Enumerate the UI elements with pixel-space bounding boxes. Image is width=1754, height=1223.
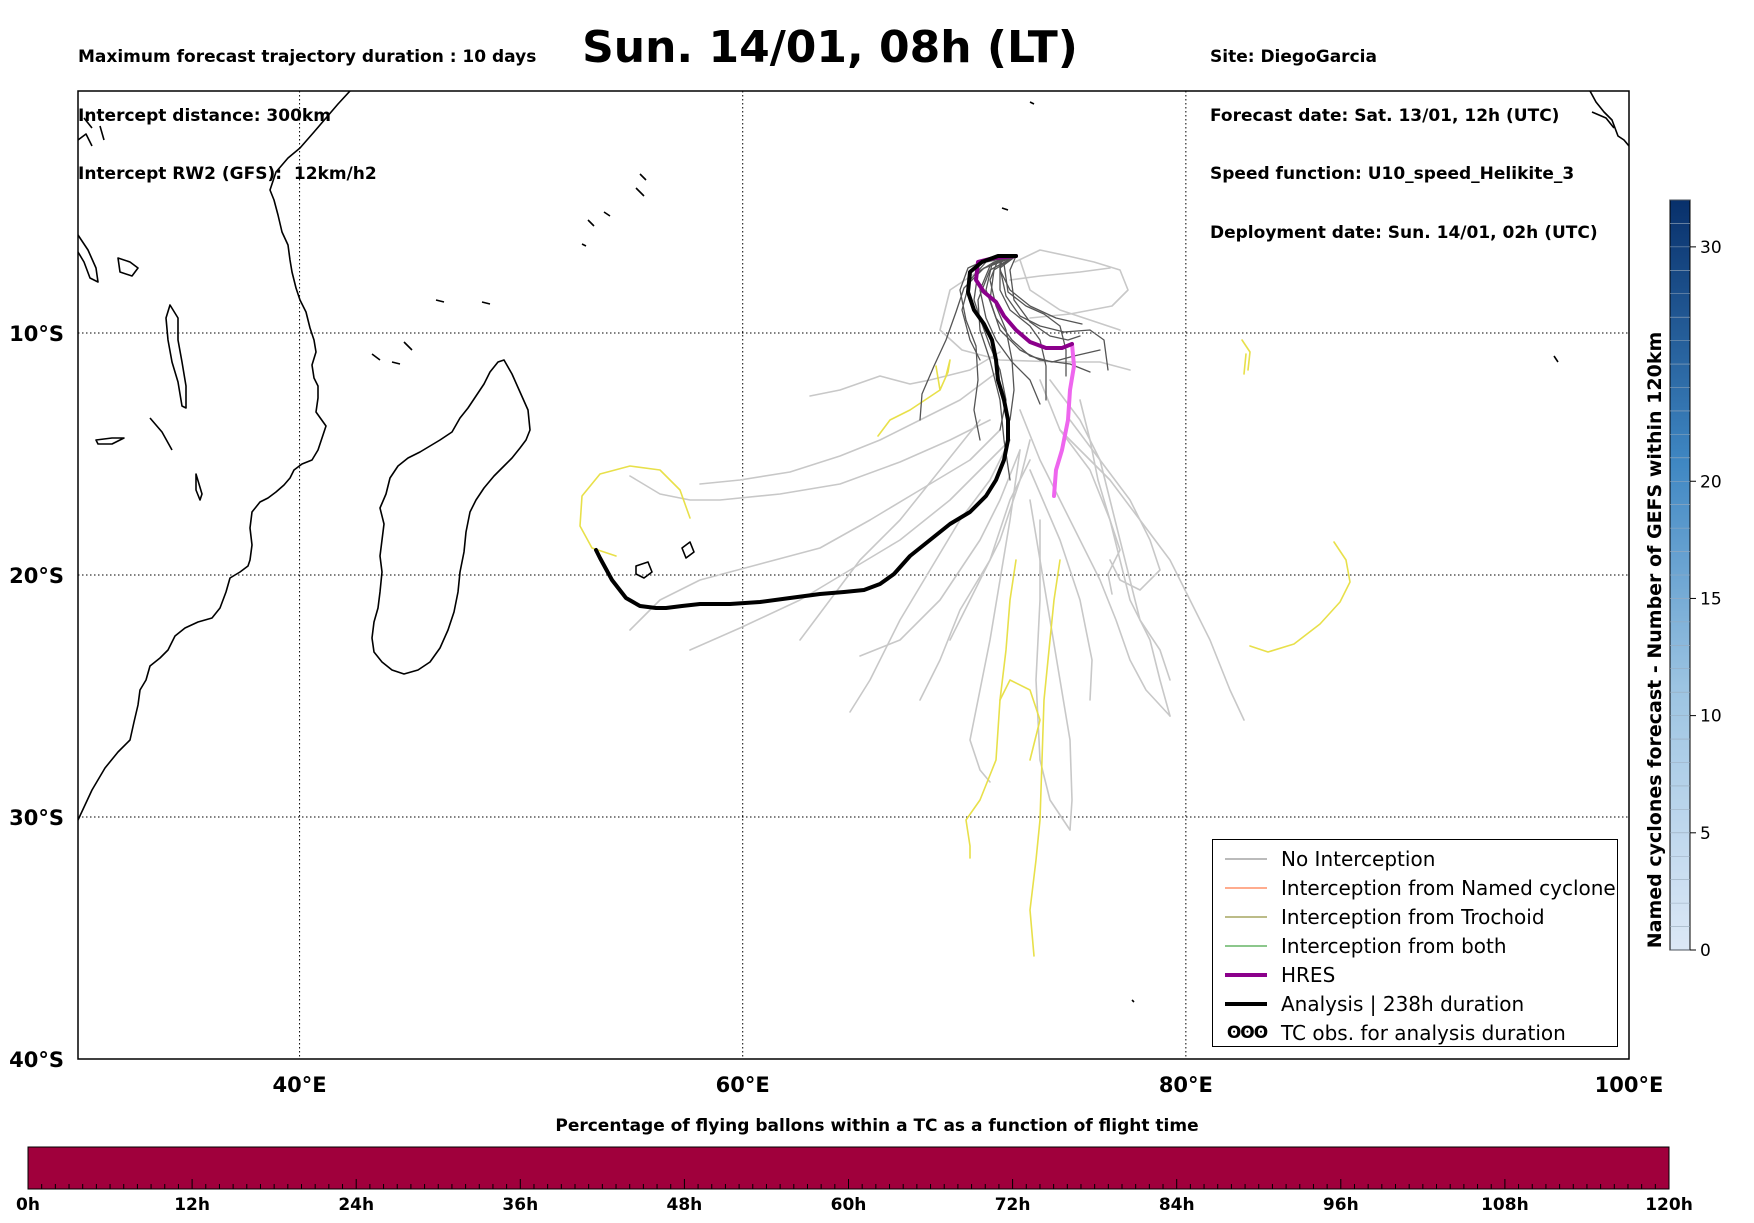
madagascar-coastline [371, 359, 531, 675]
bottom-bar-tick-label: 36h [502, 1195, 538, 1215]
colorbar-tick-label: 5 [1700, 824, 1711, 844]
mauritius-island [681, 541, 695, 559]
ensemble-light-tracks [629, 249, 1245, 831]
legend-label: No Interception [1281, 846, 1436, 871]
longitude-tick-label: 100°E [1595, 1073, 1664, 1097]
colorbar-tick-label: 30 [1700, 238, 1722, 258]
legend-line-icon [1225, 972, 1267, 977]
seychelles-islands [435, 173, 647, 305]
colorbar-tick-label: 20 [1700, 472, 1722, 492]
bottom-bar-tick-label: 72h [995, 1195, 1031, 1215]
socotra-island [1591, 111, 1615, 129]
lake-kivu [195, 473, 203, 501]
colorbar-tick-label: 0 [1700, 941, 1711, 961]
legend-swatch [1219, 936, 1275, 956]
analysis-track [594, 254, 1018, 610]
legend-line-icon [1225, 858, 1267, 859]
longitude-labels: 40°E 60°E 80°E 100°E [273, 1073, 1664, 1097]
percentage-bar-title: Percentage of flying ballons within a TC… [555, 1116, 1199, 1136]
northeast-coast [1589, 91, 1629, 147]
bottom-bar-tick-label: 60h [831, 1195, 867, 1215]
legend-item-tc-obs: ʘʘʘ TC obs. for analysis duration [1213, 1018, 1617, 1047]
colorbar-tick-label: 15 [1700, 589, 1722, 609]
latitude-tick-label: 10°S [9, 322, 64, 346]
longitude-tick-label: 40°E [273, 1073, 327, 1097]
legend: No Interception Interception from Named c… [1212, 839, 1618, 1047]
colorbar-tick-label: 10 [1700, 707, 1722, 727]
header-left: Maximum forecast trajectory duration : 1… [78, 9, 536, 204]
colorbar-ticks: 0 5 10 15 20 30 [1670, 199, 1722, 961]
bottom-bar-tick-label: 0h [16, 1195, 40, 1215]
map-title: Sun. 14/01, 08h (LT) [582, 22, 1078, 73]
bottom-bar-tick-label: 120h [1645, 1195, 1693, 1215]
reunion-island [635, 561, 653, 579]
speed-function-text: Speed function: U10_speed_Helikite_3 [1210, 164, 1575, 184]
tc-percentage-bar: 0h 12h 24h 36h 48h 60h 72h 84h 96h 108h 120h [16, 1146, 1693, 1215]
lake-malawi [95, 437, 125, 445]
maldives-dots [1001, 101, 1559, 1003]
latitude-tick-label: 30°S [9, 806, 64, 830]
header-right: Site: DiegoGarcia Forecast date: Sat. 13… [1210, 9, 1598, 263]
site-text: Site: DiegoGarcia [1210, 47, 1377, 67]
bottom-bar-tick-label: 24h [338, 1195, 374, 1215]
legend-swatch [1219, 878, 1275, 898]
legend-item: No Interception [1213, 844, 1617, 873]
lake-lower [78, 234, 99, 283]
intercept-distance-text: Intercept distance: 300km [78, 105, 331, 126]
bottom-bar-tick-label: 84h [1159, 1195, 1195, 1215]
bottom-bar-tick-label: 48h [667, 1195, 703, 1215]
colorbar-title: Named cyclones forecast - Number of GEFS… [1644, 331, 1666, 949]
latitude-labels: 10°S 20°S 30°S 40°S [9, 322, 64, 1072]
forecast-date-text: Forecast date: Sat. 13/01, 12h (UTC) [1210, 105, 1560, 126]
legend-label: Interception from Named cyclone [1281, 875, 1616, 900]
bottom-bar-tick-labels: 0h 12h 24h 36h 48h 60h 72h 84h 96h 108h 120h [16, 1195, 1693, 1215]
legend-swatch [1219, 907, 1275, 927]
zanzibar-coast [78, 117, 173, 451]
deployment-date-text: Deployment date: Sun. 14/01, 02h (UTC) [1210, 222, 1598, 243]
bottom-bar-tick-label: 96h [1323, 1195, 1359, 1215]
map-frame [77, 90, 1630, 1060]
legend-swatch [1219, 849, 1275, 869]
named-cyclones-colorbar: 0 5 10 15 20 30 [1669, 199, 1722, 961]
map-grid [78, 91, 1629, 1059]
legend-swatch [1219, 994, 1275, 1014]
legend-item: Analysis | 238h duration [1213, 989, 1617, 1018]
bottom-bar-tick-label: 12h [174, 1195, 210, 1215]
latitude-tick-label: 40°S [9, 1048, 64, 1072]
legend-item: Interception from Trochoid [1213, 902, 1617, 931]
hres-tail-track [1052, 342, 1076, 498]
africa-coastline [78, 91, 351, 821]
bottom-bar-tick-label: 108h [1481, 1195, 1529, 1215]
legend-label: Interception from Trochoid [1281, 904, 1545, 929]
legend-item: Interception from Named cyclone [1213, 873, 1617, 902]
max-duration-text: Maximum forecast trajectory duration : 1… [78, 47, 537, 67]
longitude-tick-label: 80°E [1159, 1073, 1213, 1097]
yellow-tracks [579, 339, 1351, 957]
legend-line-icon [1225, 887, 1267, 888]
tc-symbol-icon: ʘʘʘ [1226, 1022, 1268, 1043]
legend-item: Interception from both [1213, 931, 1617, 960]
lake-tanganyika [165, 304, 187, 409]
legend-label: Interception from both [1281, 933, 1507, 958]
legend-swatch [1219, 965, 1275, 985]
legend-item: HRES [1213, 960, 1617, 989]
legend-line-icon [1225, 916, 1267, 917]
latitude-tick-label: 20°S [9, 564, 64, 588]
legend-label: TC obs. for analysis duration [1281, 1020, 1566, 1045]
bottom-bar-minor-ticks [27, 1179, 1670, 1189]
legend-line-icon [1225, 945, 1267, 946]
legend-line-icon [1225, 1001, 1267, 1006]
longitude-tick-label: 60°E [716, 1073, 770, 1097]
lake-victoria [117, 257, 139, 277]
intercept-rw2-text: Intercept RW2 (GFS): 12km/h2 [78, 164, 377, 184]
legend-label: HRES [1281, 962, 1336, 987]
legend-label: Analysis | 238h duration [1281, 991, 1525, 1016]
comoros-islands [371, 341, 413, 365]
